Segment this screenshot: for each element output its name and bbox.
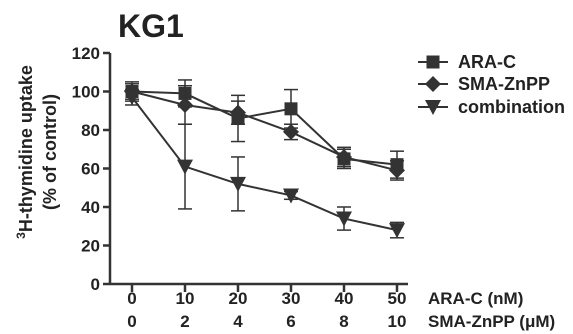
legend-item: ARA-C: [418, 52, 516, 72]
legend-label: ARA-C: [458, 52, 516, 72]
data-point: [283, 123, 299, 140]
y-tick-label: 80: [81, 121, 100, 140]
legend-item: combination: [418, 97, 565, 117]
x-tick-label-row1: 40: [335, 289, 354, 308]
x-axis-label-row1: ARA-C (nM): [428, 289, 523, 308]
data-point: [284, 102, 298, 116]
y-axis-label-superscript: 3: [14, 232, 28, 239]
legend-label: combination: [458, 97, 565, 117]
x-tick-label-row1: 30: [282, 289, 301, 308]
data-point: [283, 188, 299, 204]
x-axis-label-row2: SMA-ZnPP (μM): [428, 312, 555, 331]
y-tick-label: 100: [72, 83, 100, 102]
legend-item: SMA-ZnPP: [418, 74, 550, 94]
series-layer: [124, 79, 405, 239]
legend-marker: [425, 100, 441, 115]
chart-title: KG1: [118, 8, 184, 44]
x-tick-label-row2: 8: [339, 312, 348, 331]
x-tick-label-row1: 50: [388, 289, 407, 308]
axes: 0 20 40 60 80 100 120 0 10 20 30 40 50 ARA-C (nM) 0 2 4 6…: [72, 44, 556, 331]
y-tick-label: 120: [72, 44, 100, 63]
data-point: [336, 211, 352, 227]
y-axis-label-line1: H-thymidine uptake: [16, 65, 36, 232]
y-tick-label: 60: [81, 160, 100, 179]
x-tick-label-row2: 2: [180, 312, 189, 331]
svg-text:3H-thymidine uptake: 3H-thymidine uptake: [14, 65, 36, 239]
series-ara-c: [125, 79, 404, 179]
x-tick-label-row1: 20: [229, 289, 248, 308]
series-combination: [124, 88, 405, 239]
legend-marker: [426, 55, 440, 69]
x-tick-label-row2: 0: [127, 312, 136, 331]
data-point: [389, 223, 405, 239]
x-tick-label-row1: 0: [127, 289, 136, 308]
y-axis-label-line2: (% of control): [40, 94, 60, 210]
y-tick-label: 40: [81, 198, 100, 217]
x-tick-label-row2: 6: [286, 312, 295, 331]
series-sma-znpp: [124, 83, 405, 181]
data-point: [336, 148, 352, 165]
data-point: [230, 176, 246, 192]
legend-marker: [425, 76, 441, 92]
series-line: [131, 90, 398, 172]
x-tick-label-row1: 10: [176, 289, 195, 308]
legend-label: SMA-ZnPP: [458, 74, 550, 94]
data-point: [177, 159, 193, 175]
series-line: [131, 96, 398, 232]
y-tick-label: 20: [81, 237, 100, 256]
x-tick-label-row2: 10: [388, 312, 407, 331]
data-point: [177, 96, 193, 113]
data-point: [389, 162, 405, 179]
y-tick-label: 0: [91, 275, 100, 294]
data-point: [230, 104, 246, 121]
data-point: [124, 90, 140, 106]
y-axis-label: 3H-thymidine uptake (% of control): [14, 65, 60, 239]
x-tick-label-row2: 4: [233, 312, 243, 331]
